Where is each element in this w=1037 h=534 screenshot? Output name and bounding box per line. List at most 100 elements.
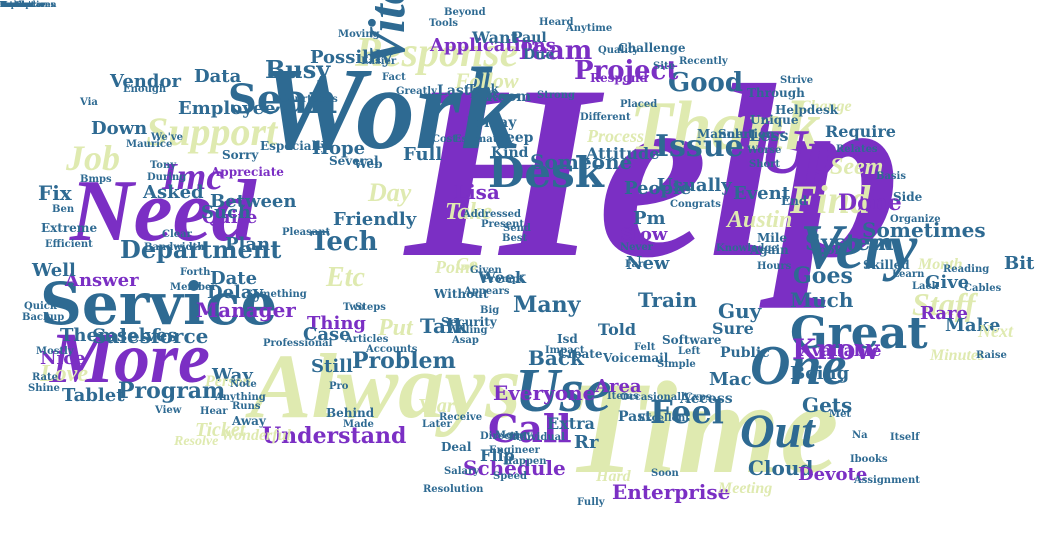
cloud-word-guy: Guy xyxy=(718,299,762,323)
cloud-word-case: Case xyxy=(303,324,351,345)
cloud-word-understand: Understand xyxy=(262,423,407,449)
cloud-word-deal: Deal xyxy=(441,440,472,454)
cloud-word-nice: Nice xyxy=(40,348,86,369)
cloud-word-austin: Austin xyxy=(727,207,793,233)
cloud-word-steps: Steps xyxy=(355,302,386,313)
cloud-word-fix: Fix xyxy=(38,181,72,205)
cloud-word-person: Person xyxy=(205,373,252,390)
cloud-word-professional: Professional xyxy=(263,338,333,349)
cloud-word-very: Very xyxy=(800,211,918,282)
cloud-word-different: Different xyxy=(580,112,631,123)
cloud-word-congrats: Congrats xyxy=(670,199,721,210)
cloud-word-forth: Forth xyxy=(180,267,211,278)
cloud-word-less: Less xyxy=(749,126,789,145)
cloud-word-being: Being xyxy=(790,363,850,384)
cloud-word-assignment: Assignment xyxy=(854,475,920,486)
cloud-word-met: Met xyxy=(829,409,852,420)
cloud-word-quality: Quality xyxy=(598,45,639,56)
cloud-word-possibly: Possibly xyxy=(310,47,393,68)
cloud-word-human: Human xyxy=(0,0,33,9)
cloud-word-love: Love xyxy=(40,361,88,387)
cloud-word-haven-t: Haven't xyxy=(0,0,35,9)
cloud-word-department: Department xyxy=(120,235,282,264)
cloud-word-make: Make xyxy=(945,315,1001,336)
cloud-word-applications: Applications xyxy=(430,35,556,56)
cloud-word-solution: Solution xyxy=(718,127,775,141)
cloud-word-help: Help xyxy=(405,34,901,309)
cloud-word-room: Room xyxy=(486,89,532,105)
cloud-word-mostly: Mostly xyxy=(36,346,74,357)
cloud-word-support: Support xyxy=(146,109,278,154)
cloud-word-month: Month xyxy=(918,256,963,273)
cloud-word-sure: Sure xyxy=(712,319,754,338)
cloud-word-respond: Respond xyxy=(590,71,648,85)
cloud-word-friendly: Friendly xyxy=(333,209,417,230)
cloud-word-took: Took xyxy=(467,82,499,96)
cloud-word-cables: Cables xyxy=(964,283,1002,294)
cloud-word-made: Made xyxy=(343,419,374,430)
cloud-word-happen: Happen xyxy=(503,456,547,467)
cloud-word-later: Later xyxy=(422,419,452,430)
cloud-word-plan: Plan xyxy=(225,234,271,255)
cloud-word-still: Still xyxy=(311,356,353,377)
cloud-word-easier: Easier xyxy=(361,56,397,67)
cloud-word-team: Team xyxy=(515,36,593,66)
cloud-word-create: Create xyxy=(558,347,603,361)
cloud-word-runs: Runs xyxy=(232,401,261,412)
cloud-word-etc: Etc xyxy=(326,262,365,293)
cloud-word-lisa: Lisa xyxy=(454,180,500,204)
cloud-word-work: Work xyxy=(260,43,521,174)
cloud-word-items: Items xyxy=(607,391,639,402)
cloud-word-want: Want xyxy=(472,28,518,47)
cloud-word-backup: Backup xyxy=(22,312,65,323)
cloud-word-soon: Soon xyxy=(651,468,679,479)
cloud-word-salesforce: Salesforce xyxy=(92,324,209,348)
cloud-word-up: Up xyxy=(760,116,839,187)
cloud-word-via: Via xyxy=(80,97,98,108)
cloud-word-day: Day xyxy=(368,178,412,207)
cloud-word-response: Response xyxy=(355,30,519,76)
cloud-word-mile: Mile xyxy=(757,231,788,245)
cloud-word-require: Require xyxy=(825,122,896,141)
cloud-word-talk: Talk xyxy=(420,314,468,338)
cloud-word-worse: Worse xyxy=(747,145,782,156)
cloud-word-several: Several xyxy=(329,154,379,168)
cloud-word-security: Security xyxy=(441,315,497,329)
cloud-word-out: Out xyxy=(740,405,815,458)
cloud-word-reach: Reach xyxy=(0,0,28,9)
cloud-word-speed: Speed xyxy=(493,471,527,482)
cloud-word-put: Put xyxy=(378,315,413,341)
cloud-word-excellent: Excellent xyxy=(638,413,690,424)
cloud-word-voicemail: Voicemail xyxy=(603,351,669,365)
cloud-word-past: Past xyxy=(618,409,652,425)
cloud-word-simple: Simple xyxy=(657,359,696,370)
cloud-word-knowledge: Knowledge xyxy=(716,243,778,254)
cloud-word-placed: Placed xyxy=(620,99,658,110)
cloud-word-sorry: Sorry xyxy=(222,148,259,162)
cloud-word-next: Next xyxy=(978,321,1013,341)
cloud-word-last: Last xyxy=(437,83,471,99)
cloud-word-busy: Busy xyxy=(265,55,331,84)
cloud-word-resolution: Resolution xyxy=(423,484,484,495)
cloud-word-annie: Annie xyxy=(0,0,26,9)
cloud-word-heard: Heard xyxy=(539,17,574,28)
cloud-word-know: Know xyxy=(792,333,880,366)
cloud-word-appreciate: Appreciate xyxy=(211,165,284,179)
cloud-word-seem: Seem xyxy=(830,154,884,180)
cloud-word-enterprise: Enterprise xyxy=(612,480,731,504)
cloud-word-again: Again xyxy=(750,243,789,257)
cloud-word-ben: Ben xyxy=(52,204,75,215)
cloud-word-told: Told xyxy=(598,320,637,339)
cloud-word-bandwidth: Bandwidth xyxy=(144,242,205,253)
cloud-word-hear: Hear xyxy=(200,406,228,417)
cloud-word-something: Something xyxy=(246,289,307,300)
cloud-word-go: Go xyxy=(456,254,478,274)
cloud-word-without: Without xyxy=(434,287,489,301)
cloud-word-someone: Someone xyxy=(530,150,633,174)
cloud-word-skilled: Skilled xyxy=(863,258,910,272)
cloud-word-use: Use xyxy=(515,357,612,425)
cloud-word-we-ve: We've xyxy=(151,132,184,143)
cloud-word-schedule: Schedule xyxy=(463,456,566,480)
cloud-word-bugs: Bugs xyxy=(470,90,499,101)
cloud-word-week: Week xyxy=(478,268,527,287)
